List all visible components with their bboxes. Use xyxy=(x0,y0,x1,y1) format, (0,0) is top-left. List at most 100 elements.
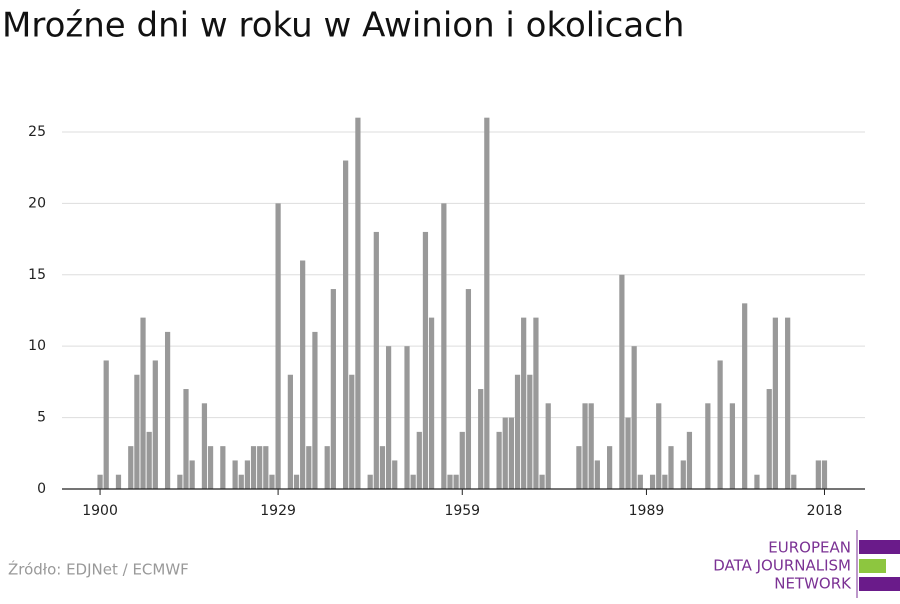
bar xyxy=(588,403,594,489)
y-tick-label: 0 xyxy=(37,481,46,497)
bar xyxy=(766,389,772,489)
logo-bar xyxy=(859,577,900,591)
bar xyxy=(815,460,821,489)
bar xyxy=(631,346,637,489)
bar xyxy=(404,346,410,489)
bar xyxy=(637,474,643,489)
bar xyxy=(263,446,269,489)
bar xyxy=(189,460,195,489)
bar xyxy=(625,417,631,489)
x-tick-label: 2018 xyxy=(807,503,843,519)
bar xyxy=(821,460,828,489)
bar xyxy=(324,446,330,489)
bar xyxy=(146,431,152,489)
bar xyxy=(594,460,600,489)
bar xyxy=(502,417,508,489)
bar xyxy=(754,474,760,489)
bar xyxy=(287,374,293,489)
bar xyxy=(742,303,748,489)
x-tick-label: 1989 xyxy=(629,503,665,519)
bar xyxy=(355,117,361,489)
bar xyxy=(385,346,392,489)
logo-bar xyxy=(859,540,900,554)
y-tick-label: 5 xyxy=(37,410,46,426)
bar xyxy=(772,317,778,489)
bar xyxy=(343,160,349,489)
bar xyxy=(459,431,465,489)
bar xyxy=(244,460,251,489)
bar xyxy=(103,360,109,489)
bar xyxy=(649,474,656,489)
bar xyxy=(257,446,263,489)
bar xyxy=(478,389,484,489)
bar xyxy=(164,331,171,489)
bar xyxy=(428,317,435,489)
bar xyxy=(785,317,791,489)
bar xyxy=(115,474,122,489)
bar xyxy=(533,317,539,489)
bar xyxy=(465,289,472,489)
logo: EUROPEAN DATA JOURNALISM NETWORK xyxy=(713,530,900,598)
bar xyxy=(392,460,398,489)
bar xyxy=(140,317,146,489)
bar xyxy=(275,203,281,490)
bar xyxy=(330,289,336,489)
bar xyxy=(662,474,668,489)
bar xyxy=(422,231,429,489)
bar xyxy=(416,431,422,489)
x-tick-label: 1959 xyxy=(444,503,480,519)
bar xyxy=(656,403,662,489)
bar xyxy=(680,460,686,489)
bar xyxy=(484,117,490,489)
bar xyxy=(367,474,373,489)
bar xyxy=(582,403,588,489)
bar xyxy=(521,317,527,489)
bar xyxy=(134,374,140,489)
bar xyxy=(729,403,736,489)
bar xyxy=(207,446,214,489)
bar xyxy=(576,446,582,489)
bar xyxy=(128,446,134,489)
bar xyxy=(508,417,514,489)
bar xyxy=(539,474,545,489)
logo-text: NETWORK xyxy=(774,575,852,593)
bar xyxy=(312,331,318,489)
bar xyxy=(293,474,300,489)
bar xyxy=(447,474,453,489)
bar xyxy=(201,403,208,489)
bar xyxy=(410,474,416,489)
bar xyxy=(705,403,711,489)
bar xyxy=(791,474,797,489)
bar xyxy=(300,260,306,489)
bar xyxy=(545,403,551,489)
bar xyxy=(349,374,355,489)
bar xyxy=(668,446,674,489)
bar xyxy=(238,474,244,489)
bar xyxy=(717,360,723,489)
bar xyxy=(250,446,257,489)
bar xyxy=(686,431,693,489)
bar xyxy=(527,374,533,489)
bar xyxy=(97,474,103,489)
bar xyxy=(152,360,158,489)
bar xyxy=(183,389,189,489)
y-tick-label: 25 xyxy=(28,124,46,140)
source: Źródło: EDJNet / ECMWF xyxy=(8,560,189,579)
x-tick-label: 1900 xyxy=(82,503,118,519)
bar xyxy=(373,231,379,489)
bar xyxy=(496,431,502,489)
logo-text: EUROPEAN xyxy=(768,539,851,557)
bar xyxy=(619,274,625,489)
logo-text: DATA JOURNALISM xyxy=(713,557,851,575)
bar xyxy=(514,374,521,489)
bar xyxy=(379,446,386,489)
chart-title: Mroźne dni w roku w Awinion i okolicach xyxy=(2,6,684,46)
y-tick-label: 20 xyxy=(28,195,46,211)
bar xyxy=(220,446,226,489)
x-tick-label: 1929 xyxy=(260,503,296,519)
logo-bar xyxy=(859,559,886,573)
bar xyxy=(306,446,312,489)
y-tick-label: 15 xyxy=(28,267,46,283)
bar xyxy=(177,474,183,489)
